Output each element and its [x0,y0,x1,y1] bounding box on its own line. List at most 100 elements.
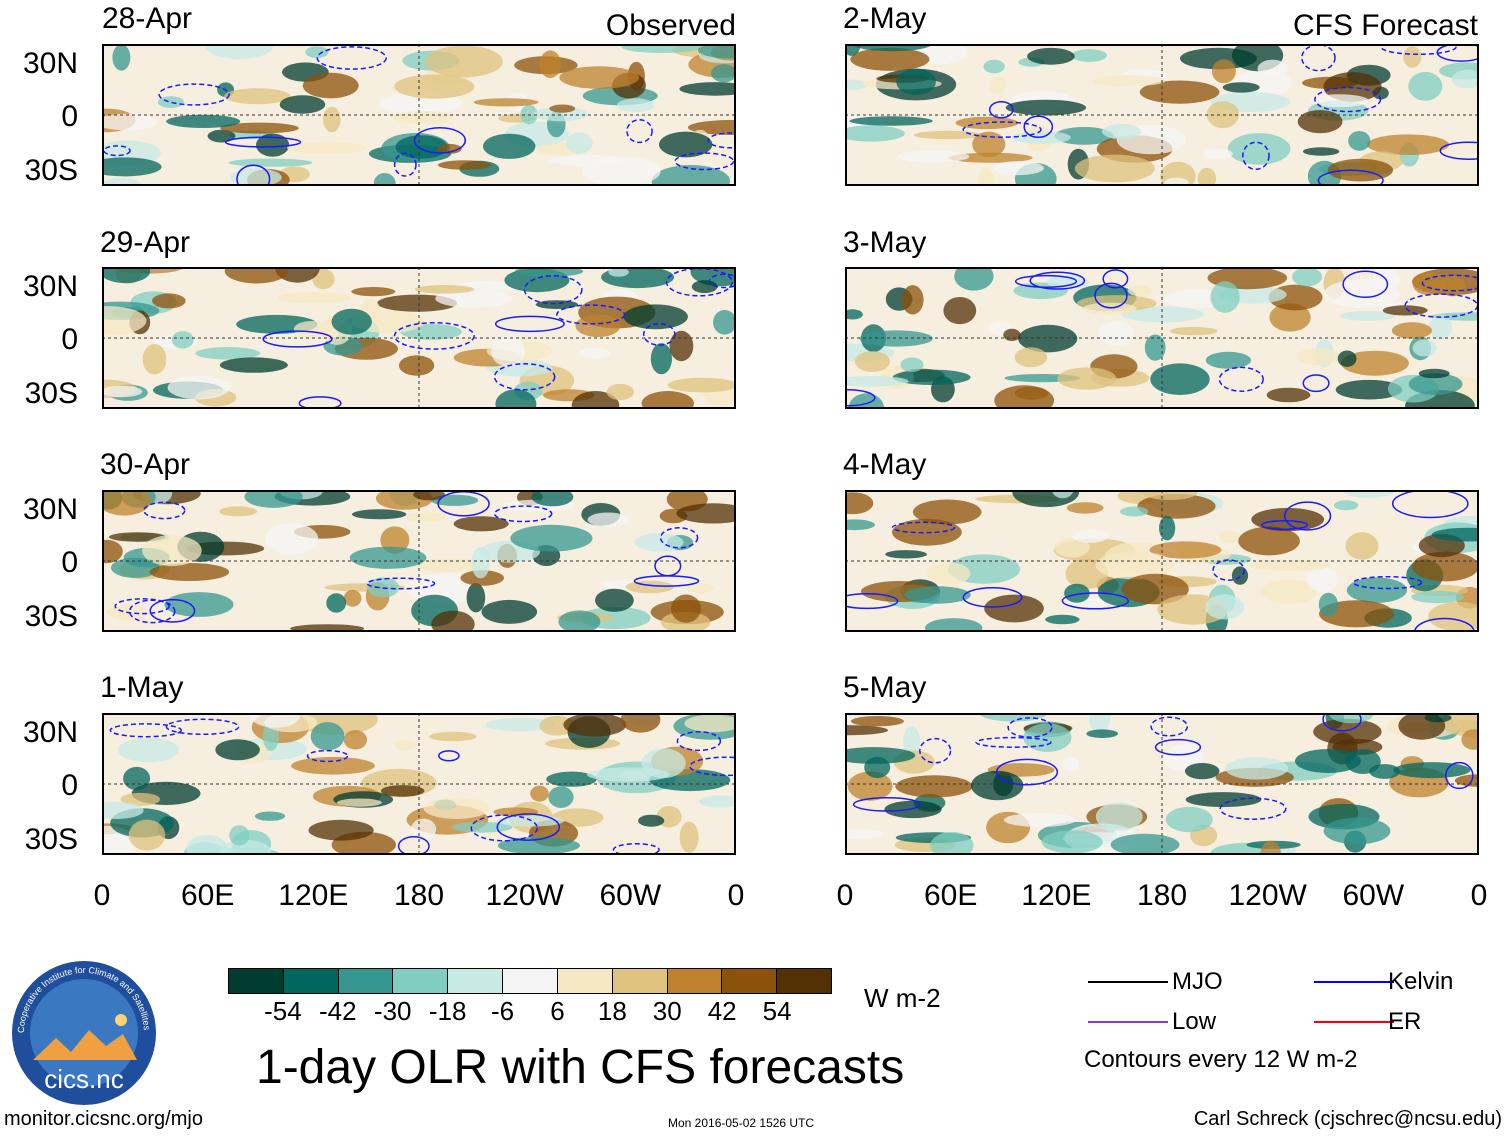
olr-anomaly-blob [1144,334,1166,361]
olr-anomaly-blob [1041,830,1103,854]
kelvin-contour [470,814,539,842]
olr-anomaly-blob [994,385,1055,409]
olr-anomaly-blob [845,829,884,839]
olr-anomaly-blob [687,582,714,594]
olr-anomaly-blob [310,722,345,751]
kelvin-contour [1007,717,1053,738]
olr-anomaly-blob [1102,123,1142,140]
olr-anomaly-blob [1149,541,1222,559]
footer-url[interactable]: monitor.cicsnc.org/mjo [4,1108,203,1130]
olr-anomaly-blob [1295,749,1361,773]
olr-map-observed-4 [102,713,736,855]
olr-anomaly-blob [1074,154,1155,183]
olr-anomaly-blob [1337,350,1357,367]
olr-anomaly-blob [1231,566,1249,585]
olr-anomaly-blob [102,306,147,336]
olr-anomaly-blob [1203,148,1233,160]
olr-anomaly-blob [1127,285,1152,297]
olr-anomaly-blob [250,713,300,728]
olr-anomaly-blob [711,64,736,83]
kelvin-contour [1154,738,1202,756]
lat-label-30n-row3: 30N [22,493,78,526]
olr-anomaly-blob [1248,559,1331,571]
olr-anomaly-blob [485,717,555,732]
olr-anomaly-blob [413,490,445,501]
olr-anomaly-blob [1292,267,1323,287]
olr-anomaly-blob [224,88,291,105]
kelvin-contour [1150,716,1189,737]
olr-anomaly-blob [1137,493,1216,519]
olr-anomaly-blob [1225,757,1289,780]
lon-label: 0 [93,879,111,912]
kelvin-contour [962,121,1042,138]
olr-anomaly-blob [435,289,513,308]
lat-label-30s-row2: 30S [24,377,78,410]
olr-anomaly-blob [123,766,151,791]
kelvin-contour [1439,141,1479,160]
map-frame [845,267,1479,409]
olr-anomaly-blob [699,795,736,808]
olr-anomaly-blob [429,731,477,742]
olr-anomaly-blob [1393,762,1471,779]
olr-anomaly-blob [164,592,234,617]
olr-anomaly-blob [1412,339,1437,357]
kelvin-contour [988,100,1014,119]
olr-anomaly-blob [305,46,329,58]
lat-label-30n-row1: 30N [22,47,78,80]
olr-anomaly-blob [207,129,236,143]
olr-anomaly-blob [989,76,1006,94]
kelvin-contour [493,505,553,523]
olr-anomaly-blob [925,618,983,632]
olr-anomaly-blob [424,45,503,78]
olr-anomaly-blob [1412,551,1479,582]
olr-anomaly-blob [1150,363,1210,395]
colorbar-cell [777,969,831,993]
olr-anomaly-blob [548,786,574,808]
olr-anomaly-blob [1408,373,1463,395]
map-frame [102,490,736,632]
olr-anomaly-blob [352,509,407,520]
olr-anomaly-blob [142,344,167,375]
colorbar-cell [229,969,284,993]
olr-anomaly-blob [1408,71,1443,101]
olr-anomaly-blob [1391,322,1432,339]
lat-label-30s-row1: 30S [24,154,78,187]
kelvin-contour [298,396,342,409]
panel-date-observed-4: 1-May [100,671,184,704]
olr-anomaly-blob [1222,82,1260,93]
olr-anomaly-blob [1339,311,1396,321]
olr-anomaly-blob [1348,131,1371,151]
olr-anomaly-blob [845,725,889,736]
olr-anomaly-blob [483,133,536,159]
kelvin-contour [1029,271,1086,290]
panel-date-observed-2: 29-Apr [100,226,191,259]
olr-anomaly-blob [473,98,539,107]
olr-anomaly-blob [414,558,485,573]
olr-anomaly-blob [983,59,1005,74]
olr-anomaly-blob [617,98,655,113]
olr-anomaly-blob [102,490,151,516]
lon-label: 120E [278,879,349,912]
kelvin-contour [397,835,430,855]
olr-anomaly-blob [634,533,684,552]
olr-anomaly-blob [102,177,141,186]
olr-anomaly-blob [850,716,904,727]
kelvin-contour [236,164,271,186]
olr-anomaly-blob [1086,729,1118,738]
panel-date-forecast-4: 5-May [843,671,927,704]
olr-anomaly-blob [1340,350,1409,376]
kelvin-contour [689,756,736,777]
olr-anomaly-blob [897,150,970,163]
logo-text: cics.nc [44,1064,123,1094]
panel-date-observed-1: 28-Apr [102,2,193,35]
olr-anomaly-blob [533,107,588,122]
kelvin-contour [1014,274,1078,288]
olr-anomaly-blob [1329,713,1374,724]
kelvin-contour [642,322,676,346]
colorbar-tick-label: 18 [597,996,627,1026]
olr-anomaly-blob [1064,583,1090,603]
olr-anomaly-blob [343,730,368,750]
kelvin-contour [496,813,561,841]
olr-anomaly-blob [535,300,579,309]
lon-label: 180 [393,879,445,912]
